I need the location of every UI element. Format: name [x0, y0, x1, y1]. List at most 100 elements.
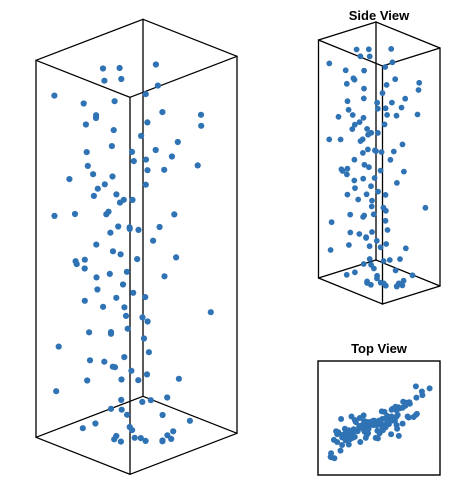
main-point: [197, 111, 205, 118]
main-box-edge: [35, 18, 144, 61]
main-point: [168, 435, 175, 442]
main-point: [168, 153, 175, 160]
side-view-title: Side View: [348, 8, 410, 23]
main-box-edge: [142, 395, 238, 434]
top-view-panel: [317, 360, 441, 476]
main-point: [164, 394, 171, 401]
main-point: [142, 181, 149, 188]
side-point: [380, 204, 387, 211]
main-point: [186, 417, 193, 424]
main-point: [123, 268, 130, 275]
main-point: [198, 122, 205, 129]
main-point: [101, 181, 108, 188]
top-point: [339, 442, 346, 448]
side-point: [416, 79, 423, 86]
side-point: [389, 99, 395, 106]
main-point: [108, 143, 115, 150]
side-point: [374, 272, 380, 279]
top-point: [399, 420, 406, 427]
side-point: [364, 280, 370, 286]
side-point: [387, 156, 394, 163]
main-point: [103, 211, 110, 218]
side-point: [368, 183, 374, 190]
top-point: [337, 447, 344, 454]
main-box-edge: [129, 432, 238, 475]
main-point: [113, 294, 120, 301]
main-point: [118, 396, 125, 403]
side-point: [399, 282, 406, 289]
top-point: [346, 436, 353, 443]
side-point: [377, 244, 384, 251]
main-point: [118, 406, 125, 413]
side-point: [409, 272, 416, 279]
side-point: [357, 53, 364, 60]
main-point: [139, 398, 146, 405]
side-point: [381, 121, 388, 128]
side-point: [383, 82, 390, 88]
side-box-edge: [375, 259, 441, 287]
top-point: [360, 412, 367, 419]
side-box-edge: [381, 285, 441, 305]
side-point: [397, 256, 403, 262]
side-point: [384, 112, 390, 118]
main-point: [161, 273, 168, 280]
side-point: [338, 166, 345, 173]
side-point: [347, 229, 354, 236]
top-point: [338, 416, 345, 422]
main-point: [92, 420, 99, 427]
side-point: [400, 277, 407, 284]
side-box-edge: [317, 277, 384, 305]
side-point: [374, 99, 380, 106]
side-view-panel: [317, 21, 441, 305]
side-point: [363, 191, 370, 198]
main-point: [150, 237, 157, 244]
side-point: [383, 241, 390, 247]
side-point: [364, 125, 370, 132]
main-point: [116, 64, 123, 72]
side-point: [374, 105, 381, 112]
main-point: [134, 256, 141, 263]
main-point: [117, 251, 124, 258]
top-point: [327, 453, 334, 460]
main-point: [126, 423, 133, 431]
main-point: [113, 191, 120, 198]
side-point: [369, 197, 375, 204]
side-point: [349, 112, 356, 118]
side-point: [375, 130, 381, 136]
side-point: [379, 90, 386, 96]
top-view-title: Top View: [351, 341, 407, 356]
main-point: [72, 258, 79, 265]
main-point: [121, 304, 128, 311]
main-point: [115, 223, 122, 230]
side-point: [422, 204, 429, 211]
side-point: [373, 237, 380, 244]
side-point: [335, 113, 342, 120]
top-point: [383, 420, 390, 427]
main-point: [145, 349, 152, 356]
main-point: [118, 75, 125, 83]
side-point: [326, 136, 333, 143]
main-point: [161, 166, 168, 173]
side-point: [327, 247, 334, 253]
main-point: [100, 303, 107, 310]
main-box-edge: [35, 395, 144, 438]
main-point: [84, 162, 91, 169]
main-box-edge: [35, 436, 131, 475]
top-point: [339, 434, 346, 441]
top-point: [405, 414, 412, 421]
side-point: [343, 80, 350, 87]
main-point: [207, 309, 214, 316]
main-point: [159, 438, 166, 445]
side-point: [360, 261, 367, 267]
main-point: [79, 425, 86, 432]
side-point: [355, 196, 362, 203]
main-point: [93, 241, 100, 248]
side-point: [366, 256, 373, 262]
main-point: [140, 335, 148, 342]
main-point: [171, 211, 178, 218]
main-box-edge: [35, 59, 131, 98]
top-view-frame: [317, 360, 441, 476]
main-point: [173, 254, 180, 261]
side-point: [365, 46, 372, 53]
